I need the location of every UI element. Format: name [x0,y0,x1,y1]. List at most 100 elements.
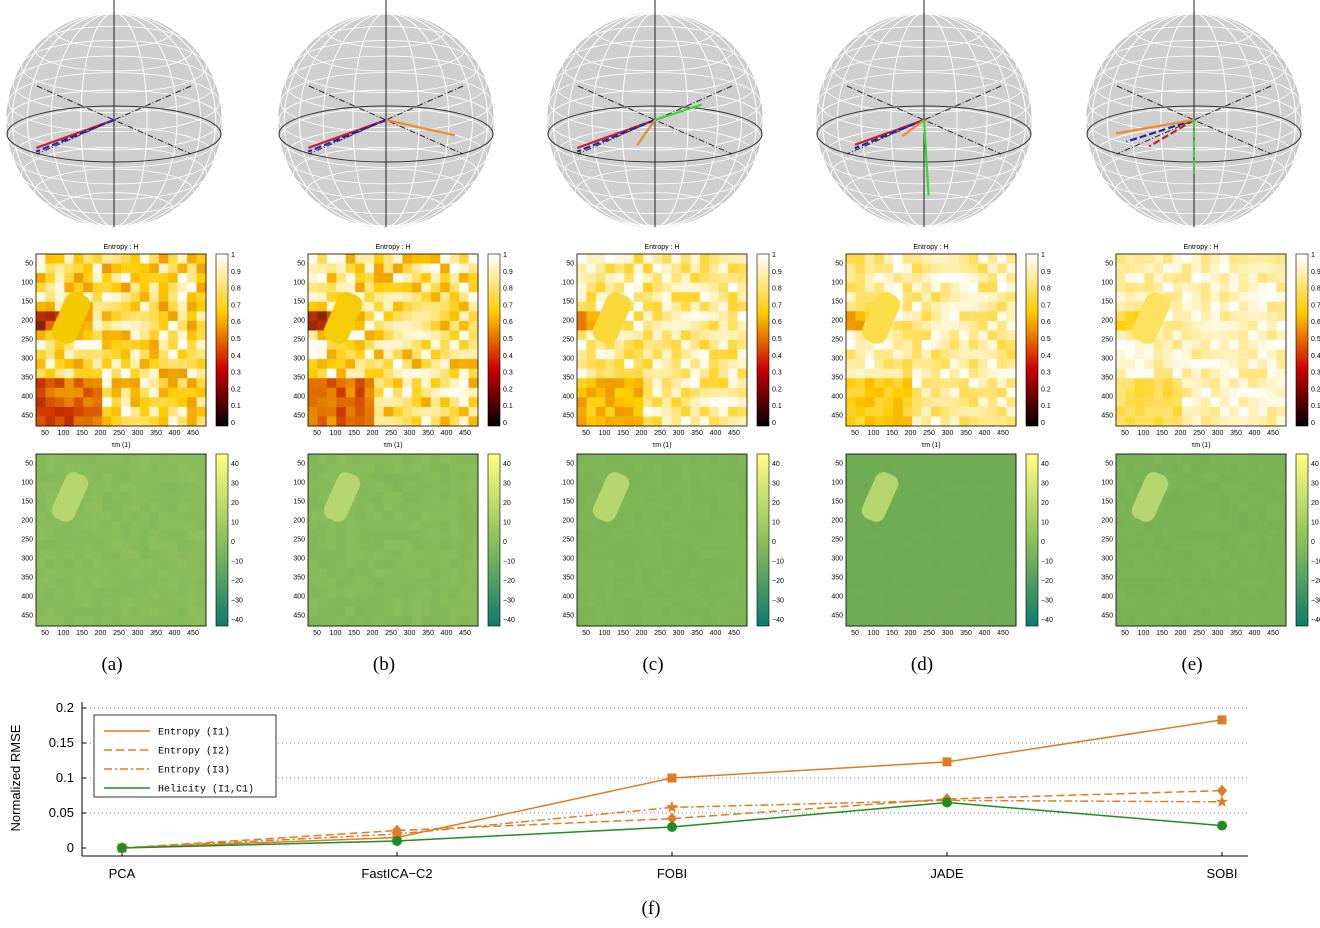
entropy-cell [121,359,131,370]
helicity-cell [1257,540,1268,551]
entropy-cell [662,368,672,379]
entropy-cell [308,273,318,284]
entropy-xtick: 300 [132,430,144,437]
entropy-cell [449,263,460,274]
helicity-cell [1201,492,1211,503]
helicity-cell [1276,492,1287,503]
helicity-cell [336,578,347,589]
helicity-cell [177,501,188,512]
helicity-cell [158,463,169,474]
entropy-ytick: 100 [562,280,574,287]
helicity-cell [1248,501,1259,512]
helicity-cell [940,578,951,589]
entropy-cell [92,397,103,408]
helicity-cell [709,492,720,503]
helicity-cell [1006,616,1017,627]
entropy-cell [855,263,866,274]
helicity-cell [893,549,904,560]
entropy-cell [737,406,748,417]
entropy-cell [864,263,875,274]
helicity-cell [1276,540,1287,551]
helicity-cell [102,492,113,503]
entropy-cell [846,340,856,351]
entropy-cell [864,292,875,303]
entropy-cell [671,349,682,360]
entropy-cell [709,406,720,417]
helicity-ytick: 200 [293,518,305,525]
entropy-cell [1248,273,1259,284]
entropy-cell [177,320,188,331]
helicity-colorbar [215,453,229,627]
helicity-cell [949,492,960,503]
entropy-cell [1257,263,1268,274]
helicity-cell [1257,616,1268,627]
entropy-cell [931,416,941,427]
helicity-cell [680,616,691,627]
entropy-cbar-tick: 0.9 [503,269,513,276]
helicity-cell [459,473,470,484]
entropy-cell [709,320,720,331]
entropy-ytick: 350 [831,375,843,382]
entropy-cell [1125,397,1136,408]
entropy-cell [102,330,113,341]
entropy-cell [130,387,141,398]
entropy-cell [1172,349,1183,360]
entropy-cell [1134,359,1145,370]
helicity-cell [1125,454,1136,465]
helicity-cell [102,559,113,570]
helicity-cell [595,473,606,484]
entropy-cell [139,368,150,379]
entropy-cell [662,330,672,341]
helicity-cell [440,587,451,598]
entropy-cell [1238,340,1249,351]
helicity-cell [997,606,1008,617]
entropy-cell [158,311,169,322]
helicity-cell [1116,549,1126,560]
helicity-cell [411,511,422,522]
helicity-cbar-tick: −30 [772,598,784,605]
entropy-cell [1238,368,1249,379]
helicity-cell [586,463,597,474]
entropy-cell [326,301,337,312]
entropy-cell [855,349,866,360]
helicity-cell [1238,454,1249,465]
helicity-cell [468,463,479,474]
entropy-cell [421,263,432,274]
helicity-cell [326,530,337,541]
helicity-cell [336,568,347,579]
entropy-cell [718,273,729,284]
entropy-cell [336,416,347,427]
helicity-cell [718,540,729,551]
helicity-cell [921,606,932,617]
entropy-cell [83,378,94,389]
helicity-cell [737,616,748,627]
entropy-cell [308,378,318,389]
entropy-cell [187,397,198,408]
entropy-cell [149,282,160,293]
helicity-cell [421,482,432,493]
entropy-cell [737,397,748,408]
entropy-cell [64,254,75,265]
helicity-cell [737,511,748,522]
entropy-cell [912,368,923,379]
entropy-cell [421,340,432,351]
entropy-cell [196,330,207,341]
helicity-cell [430,549,441,560]
entropy-cell [1191,282,1202,293]
helicity-xtick: 100 [868,630,880,637]
helicity-cell [605,530,616,541]
helicity-cbar-tick: −40 [1311,617,1320,624]
entropy-cell [92,406,103,417]
helicity-cell [737,520,748,531]
helicity-cell [902,616,913,627]
entropy-cell [187,263,198,274]
entropy-cell [187,359,198,370]
entropy-cell [364,340,375,351]
entropy-cell [1257,330,1268,341]
entropy-ytick: 350 [562,375,574,382]
helicity-cell [709,511,720,522]
helicity-cell [1163,530,1174,541]
entropy-cell [92,359,103,370]
